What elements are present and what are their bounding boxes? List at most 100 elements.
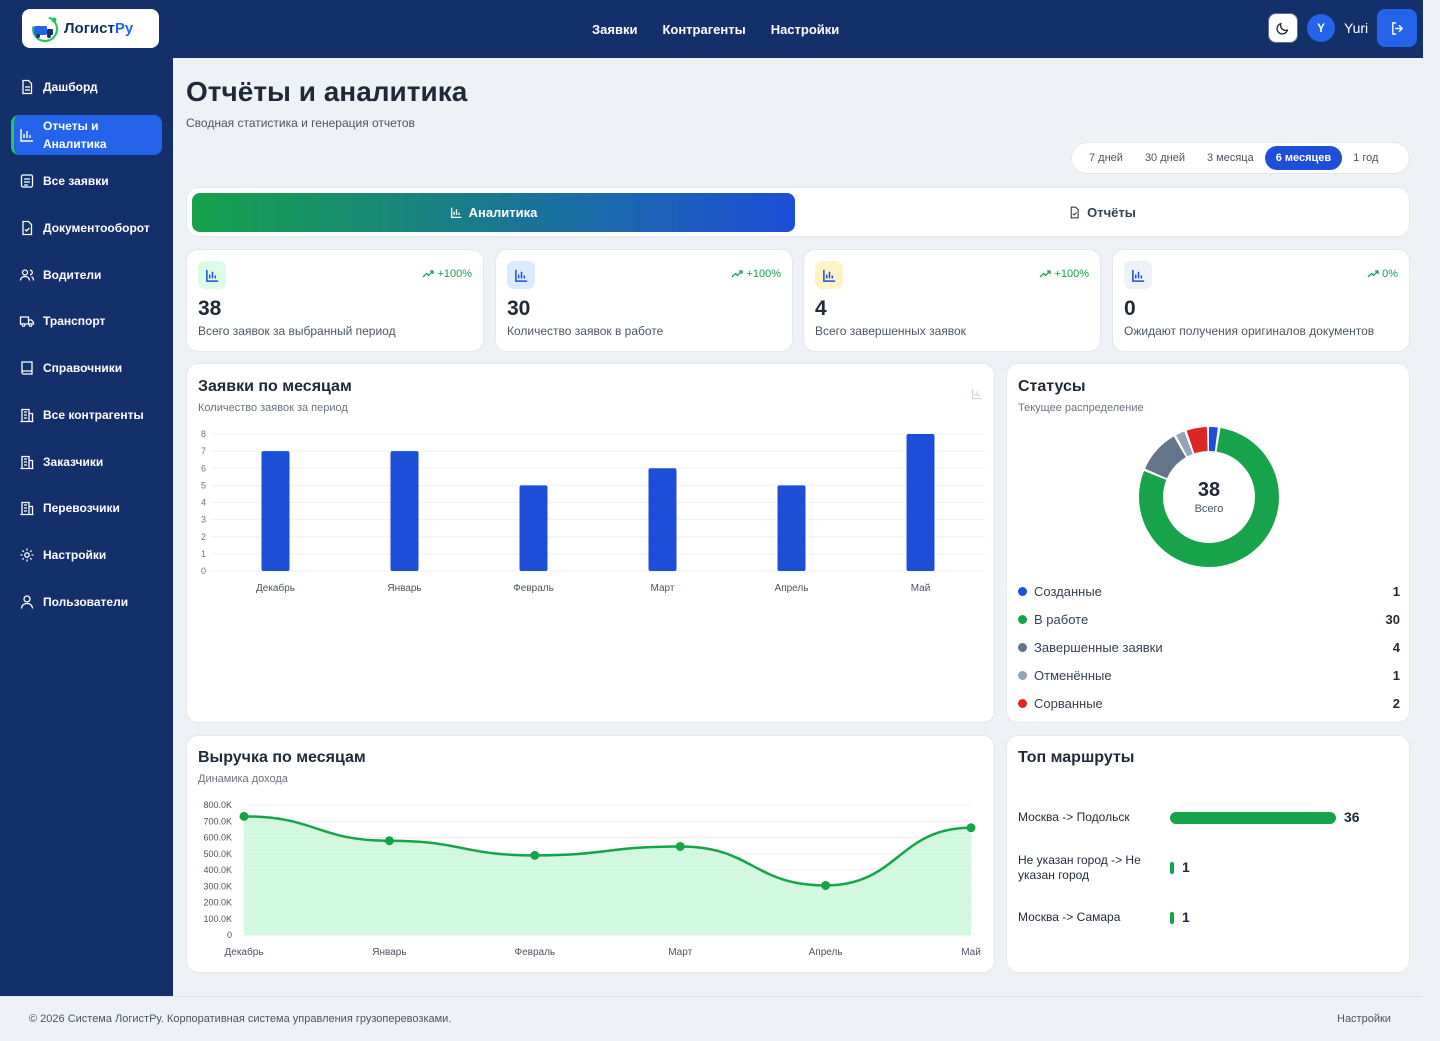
data-point[interactable] <box>675 841 685 851</box>
data-point[interactable] <box>530 850 540 860</box>
status-legend-failed: Сорванные 2 <box>1018 694 1400 712</box>
period-7-days[interactable]: 7 дней <box>1089 152 1123 164</box>
avatar[interactable]: Y <box>1307 14 1335 42</box>
route-label: Москва -> Подольск <box>1018 810 1130 824</box>
sidebar-item-all-counterparties[interactable]: Все контрагенты <box>11 395 162 435</box>
legend-label: Завершенные заявки <box>1034 639 1163 655</box>
y-tick-label: 6 <box>201 463 206 473</box>
data-point[interactable] <box>966 823 976 833</box>
sidebar-item-reports[interactable]: Отчеты и Аналитика <box>11 115 162 155</box>
routes-title: Топ маршруты <box>1018 749 1135 766</box>
statuses-subtitle: Текущее распределение <box>1018 402 1144 414</box>
period-1-year[interactable]: 1 год <box>1353 152 1379 164</box>
sidebar-item-label: Настройки <box>43 548 107 562</box>
sidebar-item-users[interactable]: Пользователи <box>11 582 162 622</box>
x-tick-label: Март <box>668 947 692 958</box>
theme-toggle-button[interactable] <box>1268 13 1298 43</box>
x-tick-label: Январь <box>387 583 421 594</box>
users-icon <box>19 269 35 281</box>
sidebar-item-customers[interactable]: Заказчики <box>11 442 162 482</box>
kpi-trend: +100% <box>731 268 781 280</box>
x-tick-label: Февраль <box>513 583 554 594</box>
logo[interactable]: ЛогистРу <box>22 9 159 48</box>
sidebar-item-transport[interactable]: Транспорт <box>11 301 162 341</box>
logout-icon <box>1391 21 1403 35</box>
sidebar-item-label: Справочники <box>43 361 123 375</box>
statuses-donut-chart: 38 Всего <box>1139 427 1279 567</box>
footer-copyright: © 2026 Система ЛогистРу. Корпоративная с… <box>29 1013 452 1025</box>
logout-button[interactable] <box>1377 9 1417 47</box>
legend-dot <box>1018 614 1027 624</box>
legend-dot <box>1018 670 1027 680</box>
sidebar-item-drivers[interactable]: Водители <box>11 255 162 295</box>
status-legend-completed: Завершенные заявки 4 <box>1018 638 1400 656</box>
bar[interactable] <box>648 468 677 571</box>
data-point[interactable] <box>384 836 394 846</box>
period-30-days[interactable]: 30 дней <box>1144 152 1185 164</box>
bar[interactable] <box>906 434 935 571</box>
legend-dot <box>1018 586 1027 596</box>
period-6-months[interactable]: 6 месяцев <box>1264 146 1343 170</box>
sidebar-item-label: Все контрагенты <box>43 408 144 422</box>
footer: © 2026 Система ЛогистРу. Корпоративная с… <box>0 996 1423 1041</box>
route-value: 36 <box>1344 809 1360 825</box>
gear-icon <box>20 548 34 562</box>
route-bar <box>1170 812 1336 824</box>
y-tick-label: 100.0K <box>203 914 232 924</box>
nav-orders[interactable]: Заявки <box>592 21 638 37</box>
trend-up-icon <box>422 270 435 278</box>
donut-segment[interactable] <box>1139 427 1279 567</box>
user-icon <box>20 595 34 609</box>
y-tick-label: 500.0K <box>203 849 232 859</box>
sidebar-item-label: Пользователи <box>43 595 129 609</box>
sidebar-item-settings[interactable]: Настройки <box>11 535 162 575</box>
x-tick-label: Апрель <box>775 583 809 594</box>
tab-reports[interactable]: Отчёты <box>799 193 1405 232</box>
kpi-label: Всего завершенных заявок <box>815 324 966 338</box>
legend-value: 4 <box>1392 639 1400 655</box>
orders-chart-title: Заявки по месяцам <box>198 378 352 395</box>
series-line <box>243 815 972 887</box>
logo-text: ЛогистРу <box>64 20 134 37</box>
period-3-months[interactable]: 3 месяца <box>1206 152 1254 164</box>
revenue-chart-title: Выручка по месяцам <box>198 749 366 766</box>
sidebar-item-all-orders[interactable]: Все заявки <box>11 161 162 201</box>
tab-reports-label: Отчёты <box>1087 205 1136 220</box>
bar[interactable] <box>519 485 548 571</box>
kpi-value: 0 <box>1124 297 1136 320</box>
bar[interactable] <box>390 451 419 571</box>
page-title: Отчёты и аналитика <box>186 76 468 107</box>
bar[interactable] <box>261 451 290 571</box>
sidebar-item-dashboard[interactable]: Дашборд <box>11 67 162 107</box>
data-point[interactable] <box>821 880 831 890</box>
bar[interactable] <box>777 485 806 571</box>
sidebar-item-label: Транспорт <box>43 314 106 328</box>
donut-segment[interactable] <box>1139 427 1279 567</box>
y-tick-label: 700.0K <box>203 816 232 826</box>
building-icon <box>20 408 34 423</box>
nav-counterparties[interactable]: Контрагенты <box>662 21 746 37</box>
trend-up-icon <box>731 270 744 278</box>
data-point[interactable] <box>239 811 249 821</box>
sidebar-item-documents[interactable]: Документооборот <box>11 208 162 248</box>
orders-bar-chart: 0 1 2 3 4 5 6 7 8 Декабрь Январь Февраль Март Апрель М… <box>201 429 985 594</box>
tab-analytics[interactable]: Аналитика <box>192 193 795 232</box>
kpi-trend: 0% <box>1367 268 1398 280</box>
tab-analytics-label: Аналитика <box>468 205 538 220</box>
statuses-title: Статусы <box>1018 378 1086 395</box>
revenue-chart-card: Выручка по месяцам Динамика дохода 0 100.… <box>186 735 995 973</box>
x-tick-label: Март <box>651 583 675 594</box>
x-tick-label: Февраль <box>514 947 555 958</box>
y-tick-label: 3 <box>201 515 206 525</box>
revenue-chart-subtitle: Динамика дохода <box>198 773 288 785</box>
x-tick-label: Май <box>961 947 981 958</box>
bar-chart-icon <box>1124 261 1152 289</box>
chart-type-icon[interactable] <box>971 388 983 400</box>
user-name[interactable]: Yuri <box>1344 20 1369 36</box>
sidebar-item-carriers[interactable]: Перевозчики <box>11 488 162 528</box>
orders-chart-card: Заявки по месяцам Количество заявок за п… <box>186 363 995 723</box>
nav-settings[interactable]: Настройки <box>770 21 840 37</box>
top-nav: Заявки Контрагенты Настройки <box>592 0 839 58</box>
sidebar-item-references[interactable]: Справочники <box>11 348 162 388</box>
footer-settings-link[interactable]: Настройки <box>1337 1013 1391 1025</box>
